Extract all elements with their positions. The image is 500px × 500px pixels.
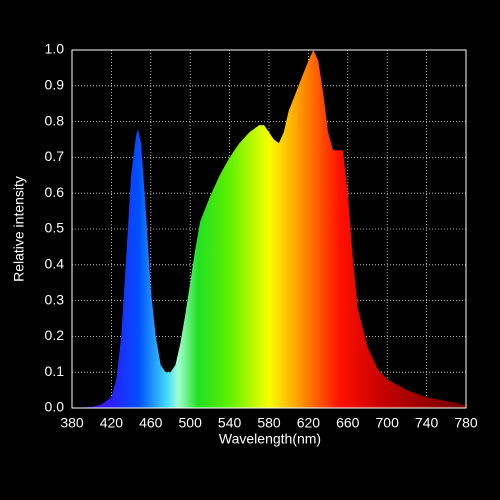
- y-tick-label: 0.7: [45, 148, 65, 164]
- x-tick-label: 620: [297, 415, 321, 431]
- x-tick-label: 380: [60, 415, 84, 431]
- x-tick-label: 660: [336, 415, 360, 431]
- spectrum-area: [72, 50, 466, 408]
- y-tick-label: 0.8: [45, 112, 65, 128]
- x-axis-label: Wavelength(nm): [219, 431, 321, 447]
- x-tick-label: 460: [139, 415, 163, 431]
- x-tick-label: 740: [415, 415, 439, 431]
- y-tick-label: 0.5: [45, 220, 65, 236]
- y-tick-label: 0.1: [45, 363, 65, 379]
- x-tick-label: 580: [257, 415, 281, 431]
- y-tick-label: 0.4: [45, 256, 65, 272]
- y-tick-label: 0.6: [45, 184, 65, 200]
- y-tick-label: 1.0: [45, 41, 65, 57]
- plot-frame: [71, 49, 467, 409]
- y-tick-label: 0.0: [45, 399, 65, 415]
- y-tick-label: 0.3: [45, 291, 65, 307]
- y-axis-label: Relative intensity: [11, 176, 27, 282]
- x-tick-label: 780: [454, 415, 478, 431]
- x-tick-label: 420: [100, 415, 124, 431]
- x-tick-label: 700: [376, 415, 400, 431]
- y-tick-label: 0.2: [45, 327, 65, 343]
- x-tick-label: 500: [179, 415, 203, 431]
- x-tick-label: 540: [218, 415, 242, 431]
- y-tick-label: 0.9: [45, 77, 65, 93]
